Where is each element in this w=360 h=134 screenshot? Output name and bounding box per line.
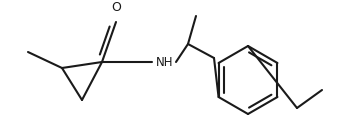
- Text: O: O: [111, 1, 121, 14]
- Text: NH: NH: [156, 55, 174, 68]
